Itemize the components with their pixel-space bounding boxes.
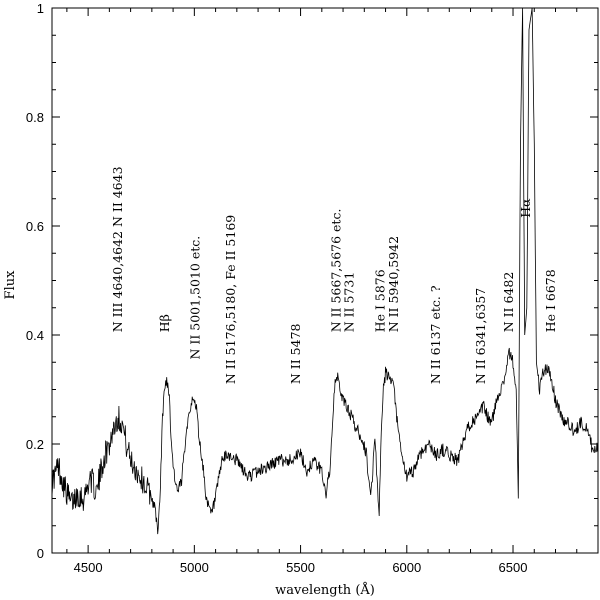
- line-label: N II 5001,5010 etc.: [187, 236, 202, 360]
- line-label: N II 6137 etc. ?: [428, 285, 443, 384]
- line-label: N II 5176,5180, Fe II 5169: [223, 215, 238, 384]
- line-label: N II 5667,5676 etc.: [329, 209, 344, 333]
- axis-ticks: [52, 7, 598, 554]
- x-tick-label: 5000: [180, 560, 209, 575]
- line-label: N II 6341,6357: [473, 288, 488, 384]
- spectrum-line: [51, 7, 599, 535]
- line-label: N III 4640,4642 N II 4643: [110, 166, 125, 332]
- y-tick-label: 0.2: [26, 437, 44, 452]
- line-label: He I 6678: [543, 269, 558, 332]
- x-axis-label: wavelength (Å): [275, 582, 375, 598]
- x-tick-label: 4500: [74, 560, 103, 575]
- line-annotations: N III 4640,4642 N II 4643 Hβ N II 5001,501…: [110, 166, 558, 384]
- y-tick-label: 0.6: [26, 219, 44, 234]
- x-tick-label: 6000: [392, 560, 421, 575]
- spectrum-series: [51, 7, 599, 535]
- line-label: Hβ: [157, 314, 172, 332]
- y-tick-label: 0.8: [26, 110, 44, 125]
- line-label: Hα: [518, 198, 533, 218]
- y-tick-label: 0: [37, 546, 44, 561]
- line-label: N II 5731: [342, 272, 357, 333]
- y-tick-label: 1: [37, 1, 44, 16]
- x-tick-label: 5500: [286, 560, 315, 575]
- axis-tick-labels: 4500 5000 5500 6000 6500 0 0.2 0.4 0.6 0.8 1: [26, 1, 528, 575]
- line-label: N II 6482: [501, 272, 516, 333]
- line-label: He I 5876: [372, 269, 387, 332]
- line-label: N II 5940,5942: [386, 236, 401, 332]
- y-tick-label: 0.4: [26, 328, 44, 343]
- y-axis-label: Flux: [3, 270, 18, 300]
- x-tick-label: 6500: [499, 560, 528, 575]
- line-label: N II 5478: [288, 323, 303, 384]
